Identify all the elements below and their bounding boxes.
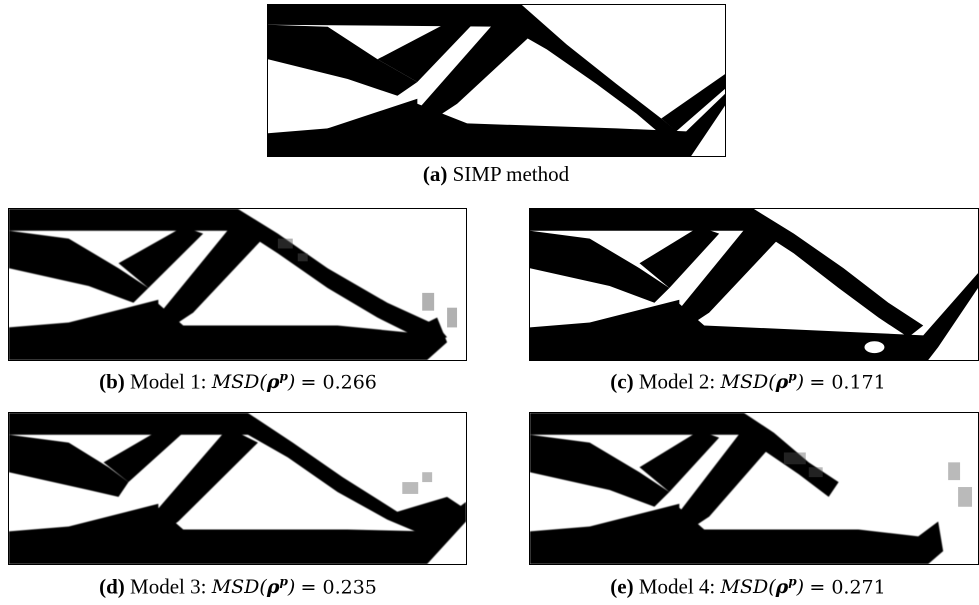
caption-c-label: (c)	[610, 369, 634, 394]
caption-c-value: 0.171	[831, 371, 886, 394]
caption-b-text: Model 1:	[130, 369, 207, 394]
caption-c-metric: MSD(ρp)	[720, 370, 805, 394]
topology-structure-c	[530, 209, 978, 360]
caption-b-label: (b)	[99, 369, 125, 394]
caption-a-text: SIMP method	[452, 162, 570, 186]
caption-d-value: 0.235	[322, 576, 377, 599]
caption-e-label: (e)	[610, 574, 634, 599]
topology-structure-e	[530, 413, 973, 564]
caption-c-text: Model 2:	[638, 369, 716, 394]
caption-d-label: (d)	[99, 574, 125, 599]
caption-b: (b) Model 1: MSD(ρp) = 0.266	[99, 369, 377, 394]
panel-b-model1-image	[8, 208, 467, 361]
topology-structure-b	[9, 209, 458, 360]
caption-e-metric: MSD(ρp)	[720, 575, 805, 599]
caption-c: (c) Model 2: MSD(ρp) = 0.171	[610, 369, 886, 394]
panel-d-model3-image	[8, 412, 467, 565]
topology-structure-a	[268, 5, 725, 156]
caption-d-text: Model 3:	[130, 574, 207, 599]
caption-d-metric: MSD(ρp)	[211, 575, 296, 599]
caption-b-metric: MSD(ρp)	[211, 370, 296, 394]
caption-e-text: Model 4:	[638, 574, 716, 599]
caption-e-value: 0.271	[831, 576, 886, 599]
panel-a-simp-image	[267, 4, 726, 157]
caption-d: (d) Model 3: MSD(ρp) = 0.235	[99, 574, 377, 599]
topology-structure-d	[9, 413, 466, 564]
caption-a-label: (a)	[422, 162, 448, 186]
caption-a: (a) SIMP method	[380, 164, 612, 185]
panel-c-model2-image	[529, 208, 979, 361]
panel-e-model4-image	[529, 412, 979, 565]
caption-b-value: 0.266	[322, 371, 377, 394]
caption-e: (e) Model 4: MSD(ρp) = 0.271	[610, 574, 886, 599]
